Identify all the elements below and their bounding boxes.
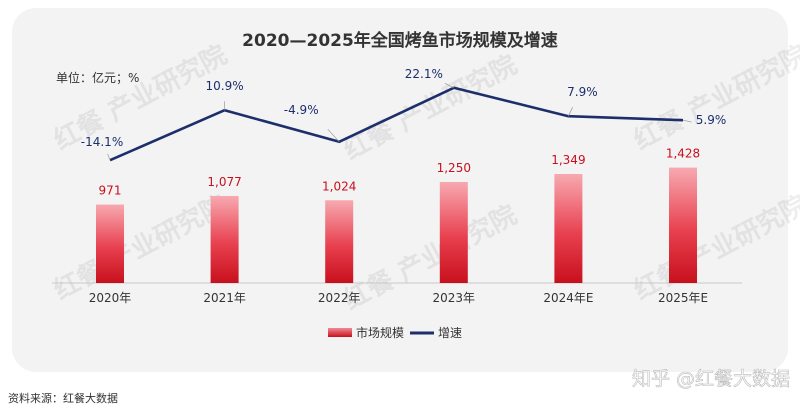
x-tick-label: 2020年 bbox=[89, 291, 132, 305]
legend-swatch-bar bbox=[328, 328, 352, 337]
bar-label: 1,428 bbox=[666, 147, 700, 161]
unit-label: 单位：亿元；% bbox=[56, 70, 139, 85]
growth-label: 5.9% bbox=[696, 113, 727, 127]
chart-title: 2020—2025年全国烤鱼市场规模及增速 bbox=[242, 30, 558, 51]
leader-line bbox=[327, 128, 340, 143]
x-tick-label: 2022年 bbox=[318, 291, 361, 305]
source-note: 资料来源：红餐大数据 bbox=[8, 391, 118, 405]
legend-label-bar: 市场规模 bbox=[356, 325, 404, 340]
growth-label: -14.1% bbox=[81, 135, 123, 149]
leader-line bbox=[107, 153, 111, 161]
bar-label: 1,077 bbox=[207, 175, 241, 189]
x-tick-label: 2021年 bbox=[203, 291, 246, 305]
growth-label: 10.9% bbox=[206, 79, 244, 93]
leader-line bbox=[682, 119, 692, 123]
x-tick-label: 2024年E bbox=[543, 291, 593, 305]
x-tick-label: 2025年E bbox=[658, 291, 708, 305]
bar-2023年 bbox=[439, 182, 468, 283]
growth-label: 7.9% bbox=[567, 85, 598, 99]
leader-line bbox=[568, 107, 573, 117]
bar-label: 1,349 bbox=[551, 153, 585, 167]
legend-label-line: 增速 bbox=[438, 326, 462, 340]
growth-line bbox=[109, 86, 684, 162]
legend: 市场规模 增速 bbox=[328, 325, 462, 340]
growth-label: -4.9% bbox=[284, 103, 319, 117]
bar-2024年E bbox=[554, 174, 583, 283]
bar-2021年 bbox=[210, 195, 239, 283]
bar-2020年 bbox=[96, 204, 124, 283]
bar-label: 1,250 bbox=[437, 161, 471, 175]
growth-label: 22.1% bbox=[405, 67, 443, 81]
chart-card bbox=[12, 8, 788, 372]
bar-2025年E bbox=[669, 167, 697, 283]
credit-watermark: 知乎 @红餐大数据 bbox=[632, 368, 790, 390]
leader-line bbox=[444, 82, 454, 89]
bar-label: 1,024 bbox=[322, 179, 356, 193]
x-tick-label: 2023年 bbox=[433, 291, 476, 305]
bar-2022年 bbox=[325, 200, 354, 283]
bar-label: 971 bbox=[99, 184, 122, 198]
